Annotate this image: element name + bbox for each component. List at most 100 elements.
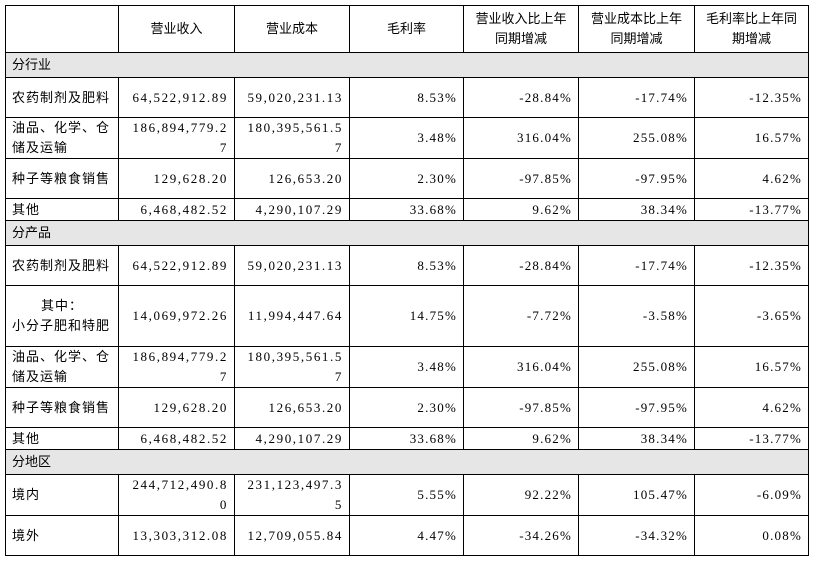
value-cell: 129,628.20 — [118, 387, 235, 428]
value-cell: -6.09% — [694, 474, 809, 516]
value-cell: -12.35% — [694, 245, 809, 286]
row-label: 油品、化学、仓储及运输 — [5, 117, 119, 159]
value-cell: 0.08% — [694, 515, 809, 556]
value-cell: 231,123,497.35 — [234, 474, 350, 516]
value-cell: -17.74% — [578, 77, 695, 118]
column-header: 营业收入 — [118, 5, 235, 53]
section-row: 分行业 — [5, 52, 809, 78]
row-label: 农药制剂及肥料 — [5, 77, 119, 118]
value-cell: 9.62% — [463, 427, 579, 450]
value-cell: 316.04% — [463, 117, 579, 159]
value-cell: 244,712,490.80 — [118, 474, 235, 516]
header-row: 营业收入 营业成本 毛利率 营业收入比上年同期增减 营业成本比上年同期增减 毛利率比上年同… — [5, 5, 809, 53]
data-row: 油品、化学、仓储及运输 186,894,779.27 180,395,561.57 3… — [5, 346, 809, 388]
value-cell: -7.72% — [463, 285, 579, 347]
value-cell: -97.85% — [463, 158, 579, 199]
corner-cell — [5, 5, 119, 53]
table-body: 分行业 农药制剂及肥料 64,522,912.89 59,020,231.13 8.53… — [5, 52, 809, 556]
value-cell: 64,522,912.89 — [118, 245, 235, 286]
value-cell: 8.53% — [349, 77, 464, 118]
value-cell: 126,653.20 — [234, 158, 350, 199]
value-cell: 186,894,779.27 — [118, 117, 235, 159]
value-cell: 255.08% — [578, 346, 695, 388]
data-row: 境内 244,712,490.80 231,123,497.35 5.55% 92.22… — [5, 474, 809, 516]
column-header: 营业成本比上年同期增减 — [578, 5, 695, 53]
value-cell: -13.77% — [694, 198, 809, 221]
value-cell: 180,395,561.57 — [234, 117, 350, 159]
value-cell: -17.74% — [578, 245, 695, 286]
value-cell: 38.34% — [578, 427, 695, 450]
data-row: 种子等粮食销售 129,628.20 126,653.20 2.30% -97.85% -… — [5, 387, 809, 428]
row-label: 油品、化学、仓储及运输 — [5, 346, 119, 388]
value-cell: -97.85% — [463, 387, 579, 428]
value-cell: -3.58% — [578, 285, 695, 347]
value-cell: 316.04% — [463, 346, 579, 388]
value-cell: 14.75% — [349, 285, 464, 347]
value-cell: -12.35% — [694, 77, 809, 118]
value-cell: 9.62% — [463, 198, 579, 221]
column-header: 毛利率比上年同期增减 — [694, 5, 809, 53]
row-label: 境内 — [5, 474, 119, 516]
row-label: 其他 — [5, 198, 119, 221]
data-row: 其中： 小分子肥和特肥 14,069,972.26 11,994,447.64 14.7… — [5, 285, 809, 347]
data-row: 农药制剂及肥料 64,522,912.89 59,020,231.13 8.53% -2… — [5, 245, 809, 286]
section-title: 分地区 — [5, 449, 809, 475]
row-label: 其他 — [5, 427, 119, 450]
value-cell: -3.65% — [694, 285, 809, 347]
value-cell: 4.47% — [349, 515, 464, 556]
section-row: 分产品 — [5, 220, 809, 246]
section-row: 分地区 — [5, 449, 809, 475]
value-cell: 2.30% — [349, 158, 464, 199]
value-cell: 64,522,912.89 — [118, 77, 235, 118]
value-cell: 3.48% — [349, 346, 464, 388]
value-cell: -28.84% — [463, 77, 579, 118]
value-cell: 11,994,447.64 — [234, 285, 350, 347]
revenue-table: 营业收入 营业成本 毛利率 营业收入比上年同期增减 营业成本比上年同期增减 毛利率比上年同… — [5, 5, 809, 556]
value-cell: 38.34% — [578, 198, 695, 221]
value-cell: 6,468,482.52 — [118, 427, 235, 450]
value-cell: 4,290,107.29 — [234, 198, 350, 221]
data-row: 农药制剂及肥料 64,522,912.89 59,020,231.13 8.53% -2… — [5, 77, 809, 118]
value-cell: 4.62% — [694, 158, 809, 199]
value-cell: -97.95% — [578, 387, 695, 428]
row-label: 其中： 小分子肥和特肥 — [5, 285, 119, 347]
value-cell: 3.48% — [349, 117, 464, 159]
value-cell: -34.32% — [578, 515, 695, 556]
value-cell: 2.30% — [349, 387, 464, 428]
row-label: 农药制剂及肥料 — [5, 245, 119, 286]
value-cell: 105.47% — [578, 474, 695, 516]
value-cell: 14,069,972.26 — [118, 285, 235, 347]
value-cell: 126,653.20 — [234, 387, 350, 428]
value-cell: 186,894,779.27 — [118, 346, 235, 388]
row-label-line: 其中： — [40, 298, 83, 313]
value-cell: 12,709,055.84 — [234, 515, 350, 556]
value-cell: 129,628.20 — [118, 158, 235, 199]
value-cell: 59,020,231.13 — [234, 245, 350, 286]
value-cell: -34.26% — [463, 515, 579, 556]
value-cell: 33.68% — [349, 427, 464, 450]
value-cell: 4,290,107.29 — [234, 427, 350, 450]
value-cell: 8.53% — [349, 245, 464, 286]
value-cell: 4.62% — [694, 387, 809, 428]
value-cell: -28.84% — [463, 245, 579, 286]
value-cell: 13,303,312.08 — [118, 515, 235, 556]
value-cell: -13.77% — [694, 427, 809, 450]
row-label-line: 小分子肥和特肥 — [12, 318, 111, 333]
value-cell: 33.68% — [349, 198, 464, 221]
value-cell: 59,020,231.13 — [234, 77, 350, 118]
section-title: 分产品 — [5, 220, 809, 246]
data-row: 其他 6,468,482.52 4,290,107.29 33.68% 9.62% 38.… — [5, 198, 809, 221]
value-cell: 180,395,561.57 — [234, 346, 350, 388]
value-cell: 92.22% — [463, 474, 579, 516]
value-cell: -97.95% — [578, 158, 695, 199]
data-row: 种子等粮食销售 129,628.20 126,653.20 2.30% -97.85% -… — [5, 158, 809, 199]
data-row: 油品、化学、仓储及运输 186,894,779.27 180,395,561.57 3… — [5, 117, 809, 159]
value-cell: 5.55% — [349, 474, 464, 516]
section-title: 分行业 — [5, 52, 809, 78]
data-row: 其他 6,468,482.52 4,290,107.29 33.68% 9.62% 38.… — [5, 427, 809, 450]
row-label: 境外 — [5, 515, 119, 556]
row-label: 种子等粮食销售 — [5, 387, 119, 428]
row-label: 种子等粮食销售 — [5, 158, 119, 199]
value-cell: 255.08% — [578, 117, 695, 159]
